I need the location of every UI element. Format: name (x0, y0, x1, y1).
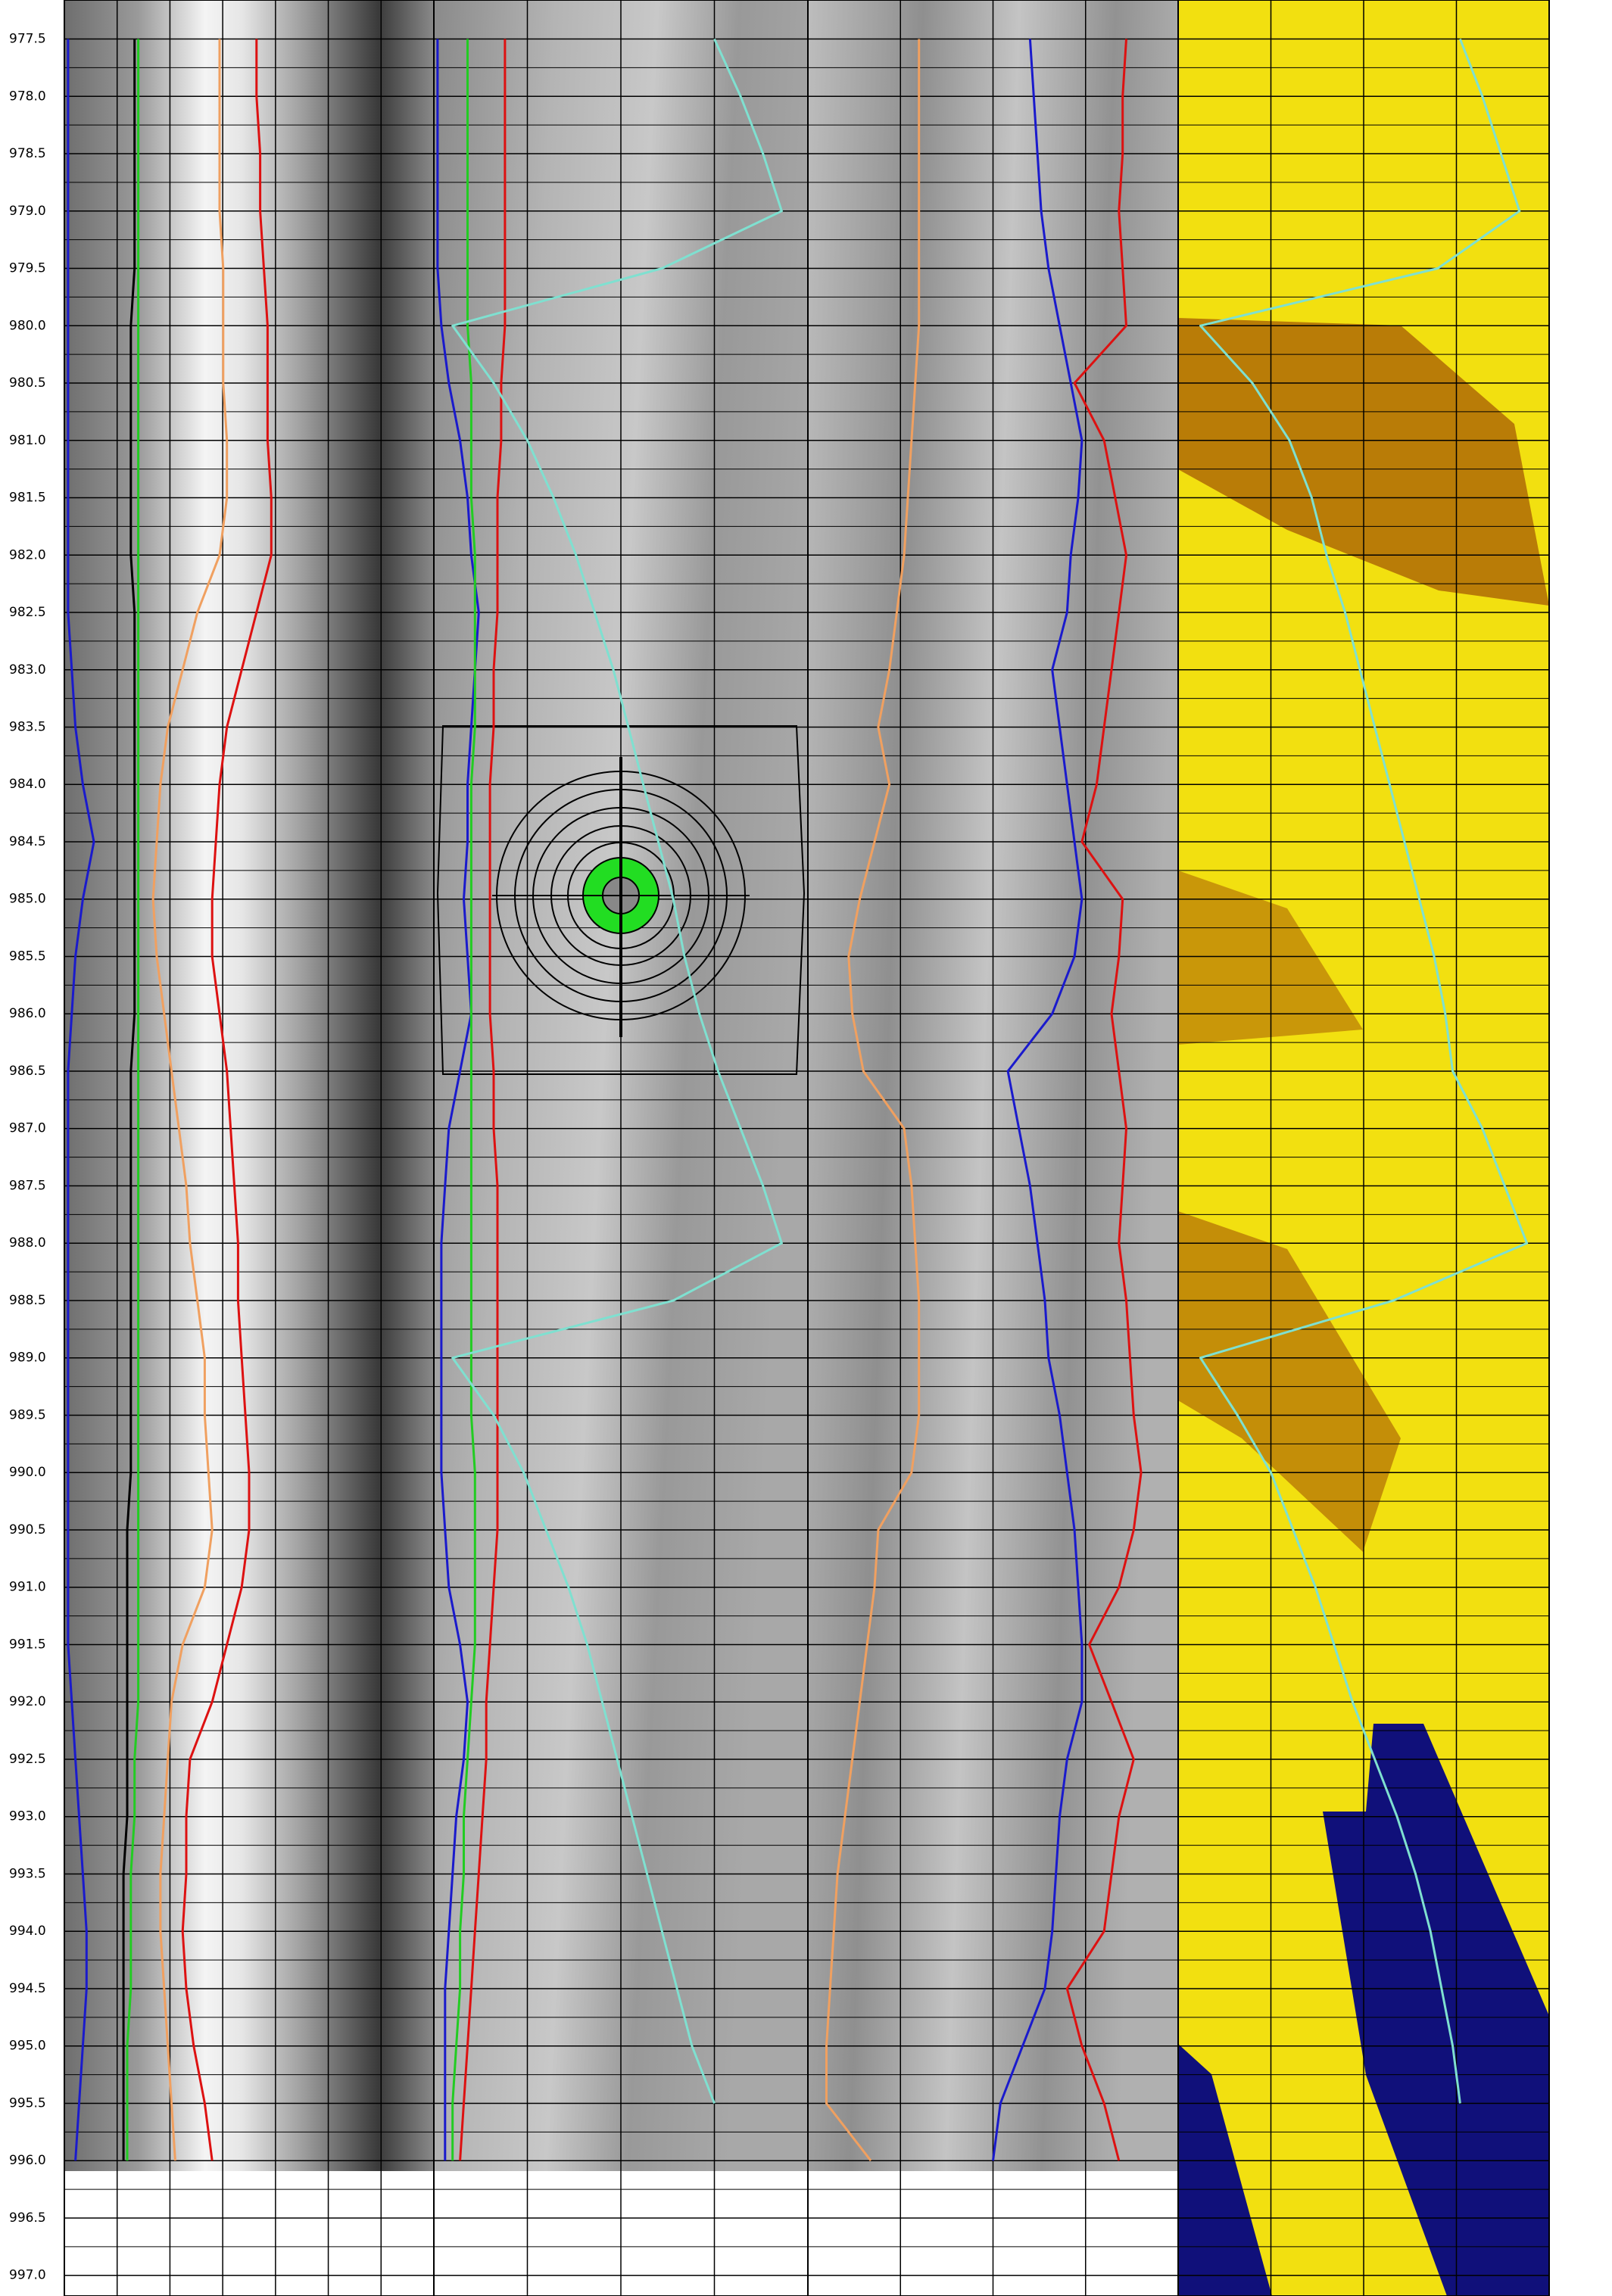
y-tick-label: 981.5 (9, 491, 46, 506)
y-tick-label: 985.5 (9, 949, 46, 964)
y-tick-label: 979.0 (9, 204, 46, 219)
y-tick-label: 996.0 (9, 2153, 46, 2168)
y-tick-label: 984.5 (9, 834, 46, 849)
crossplot-frame (436, 725, 806, 1075)
dark-band (1178, 1211, 1401, 1552)
low-band (1323, 1724, 1549, 2296)
y-tick-label: 986.0 (9, 1006, 46, 1021)
log-curve (181, 39, 273, 2161)
y-tick-label: 986.5 (9, 1064, 46, 1079)
y-tick-label: 980.0 (9, 318, 46, 333)
log-curve (122, 39, 136, 2161)
y-tick-label: 990.0 (9, 1465, 46, 1480)
log-curve (992, 39, 1084, 2161)
y-tick-label: 995.5 (9, 2095, 46, 2111)
log-curve (126, 39, 140, 2161)
y-tick-label: 990.5 (9, 1522, 46, 1537)
depth-labels: 977.5 978.0 978.5 979.0 979.5 980.0 980.5 981.0… (9, 32, 46, 2283)
log-curve (1199, 38, 1529, 2104)
log-curve (451, 38, 783, 2104)
y-tick-label: 985.0 (9, 892, 46, 907)
y-tick-label: 983.0 (9, 662, 46, 678)
y-tick-label: 995.0 (9, 2039, 46, 2054)
y-tick-label: 992.0 (9, 1694, 46, 1709)
crossplot (436, 725, 806, 1075)
y-tick-label: 989.5 (9, 1407, 46, 1422)
log-curve (1065, 39, 1143, 2161)
y-tick-label: 993.0 (9, 1809, 46, 1824)
y-tick-label: 991.0 (9, 1580, 46, 1595)
y-tick-label: 989.0 (9, 1350, 46, 1366)
y-tick-label: 977.5 (9, 32, 46, 47)
y-tick-label: 979.5 (9, 261, 46, 276)
y-tick-label: 996.5 (9, 2210, 46, 2226)
track-images (64, 0, 1549, 2296)
log-curve (436, 39, 480, 2161)
y-tick-label: 997.0 (9, 2268, 46, 2283)
y-tick-label: 982.5 (9, 605, 46, 620)
y-tick-label: 988.5 (9, 1293, 46, 1308)
y-tick-label: 987.5 (9, 1178, 46, 1193)
log-curve (151, 39, 229, 2161)
y-tick-label: 992.5 (9, 1752, 46, 1767)
y-tick-label: 987.0 (9, 1121, 46, 1136)
y-tick-label: 978.5 (9, 146, 46, 161)
low-band (1178, 2044, 1272, 2296)
log-curve (451, 39, 476, 2161)
frame (64, 0, 1550, 2296)
y-tick-label: 984.0 (9, 777, 46, 792)
y-tick-label: 983.5 (9, 720, 46, 735)
y-tick-label: 993.5 (9, 1866, 46, 1881)
y-tick-label: 978.0 (9, 89, 46, 104)
y-tick-label: 994.5 (9, 1981, 46, 1996)
y-tick-label: 980.5 (9, 375, 46, 391)
track-1-image (64, 0, 434, 2171)
log-curve (67, 39, 95, 2161)
y-tick-label: 981.0 (9, 433, 46, 448)
log-curve (825, 39, 921, 2162)
y-tick-label: 991.5 (9, 1637, 46, 1652)
log-curve (459, 39, 507, 2161)
y-tick-label: 982.0 (9, 547, 46, 562)
curves (67, 38, 1529, 2162)
grid (64, 0, 1550, 2296)
y-tick-label: 994.0 (9, 1924, 46, 1939)
y-tick-label: 988.0 (9, 1235, 46, 1251)
